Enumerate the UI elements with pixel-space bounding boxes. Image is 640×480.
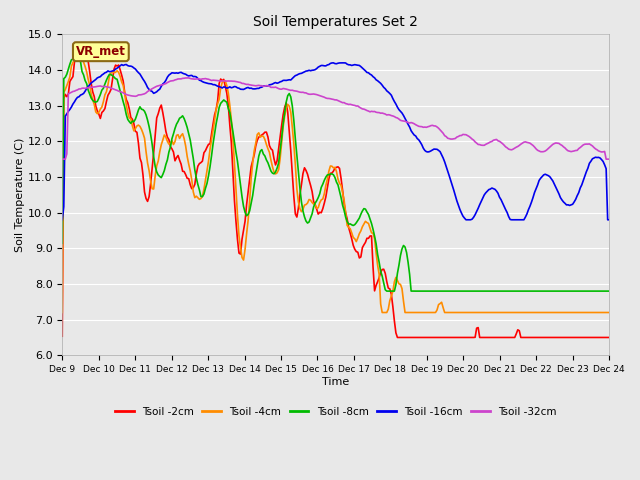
Text: VR_met: VR_met xyxy=(76,45,126,58)
Legend: Tsoil -2cm, Tsoil -4cm, Tsoil -8cm, Tsoil -16cm, Tsoil -32cm: Tsoil -2cm, Tsoil -4cm, Tsoil -8cm, Tsoi… xyxy=(111,402,561,420)
X-axis label: Time: Time xyxy=(322,377,349,387)
Y-axis label: Soil Temperature (C): Soil Temperature (C) xyxy=(15,138,25,252)
Title: Soil Temperatures Set 2: Soil Temperatures Set 2 xyxy=(253,15,418,29)
